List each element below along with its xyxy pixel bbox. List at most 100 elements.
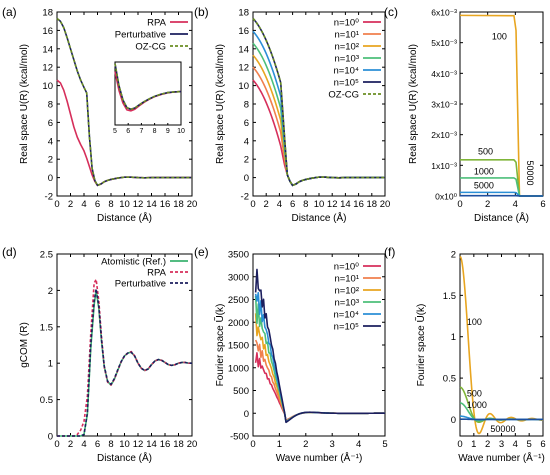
x-tick-label: 0 — [54, 199, 59, 210]
x-tick-label: 10 — [314, 199, 325, 210]
y-tick-label: 12 — [238, 63, 249, 74]
x-tick-label: 12 — [133, 199, 144, 210]
inset-x-tick-label: 9 — [166, 128, 170, 135]
panel-label-f: (f) — [384, 245, 395, 259]
series-line — [252, 42, 385, 187]
y-tick-label: 500 — [233, 386, 249, 397]
x-tick-label: 20 — [187, 439, 198, 450]
legend-label: n=10² — [334, 286, 359, 297]
x-tick-label: 1 — [471, 439, 476, 450]
inset-x-tick-label: 5 — [113, 128, 117, 135]
y-tick-label: -500 — [230, 432, 249, 443]
y-tick-label: 1 — [451, 332, 456, 343]
legend-label: Perturbative — [115, 30, 166, 41]
x-tick-label: 0 — [250, 439, 255, 450]
y-tick-label: -2 — [45, 192, 53, 203]
x-tick-label: 3 — [499, 439, 504, 450]
inset-x-tick-label: 6 — [126, 128, 130, 135]
series-line — [57, 278, 192, 437]
y-tick-label: 14 — [42, 44, 53, 55]
inset-frame — [114, 61, 182, 126]
y-tick-label: 10 — [42, 81, 53, 92]
x-tick-label: 8 — [108, 439, 113, 450]
x-tick-label: 5 — [527, 439, 532, 450]
x-tick-label: 14 — [146, 199, 157, 210]
y-tick-label: 6 — [244, 118, 249, 129]
x-tick-label: 20 — [187, 199, 198, 210]
annotation-50000: 50000 — [490, 424, 515, 434]
y-tick-label: 1 — [48, 359, 53, 370]
annotation-1000: 1000 — [467, 400, 487, 410]
y-tick-label: 1500 — [228, 341, 249, 352]
legend-label: Atomistic (Ref.) — [101, 257, 166, 268]
x-tick-label: 6 — [290, 199, 295, 210]
y-tick-label: 2 — [244, 155, 249, 166]
annotation-500: 500 — [478, 147, 493, 157]
x-tick-label: 8 — [303, 199, 308, 210]
y-axis-label: Fourier space Ũ(k) — [213, 304, 226, 387]
x-tick-label: 14 — [340, 199, 351, 210]
annotation-500: 500 — [467, 388, 482, 398]
panel-c: 0 2 4 6 Distance (Å) Real space U(R) (kcal/mo… — [408, 8, 546, 225]
y-tick-label: 6x10⁻³ — [431, 8, 457, 18]
x-tick-label: 16 — [353, 199, 364, 210]
x-tick-label: 12 — [133, 439, 144, 450]
y-tick-label: 8 — [48, 100, 53, 111]
legend-label: OZ-CG — [135, 42, 166, 53]
y-tick-label: 1.5 — [40, 322, 53, 333]
x-tick-label: 5 — [382, 439, 387, 450]
x-tick-label: 10 — [119, 439, 130, 450]
y-tick-label: 10 — [238, 81, 249, 92]
y-tick-label: 6 — [48, 118, 53, 129]
x-tick-label: 2 — [68, 199, 73, 210]
panel-label-d: (d) — [2, 245, 17, 259]
panel-b: 0 2 4 6 8 10 12 14 16 18 20-2024681012141618Distan… — [215, 8, 390, 225]
x-axis-label: Distance (Å) — [291, 211, 346, 224]
legend-label: n=10¹ — [334, 30, 359, 41]
legend-label: OZ-CG — [328, 90, 359, 101]
inset: 5 6 7 8 9 10 — [113, 61, 185, 135]
y-axis-label: Real space U(R) (kcal/mol) — [215, 44, 226, 164]
x-tick-label: 4 — [277, 199, 282, 210]
y-tick-label: 2500 — [228, 295, 249, 306]
x-tick-label: 18 — [367, 199, 378, 210]
y-axis-label: Real space U(R) (kcal/mol) — [408, 44, 419, 164]
y-tick-label: 5x10⁻³ — [431, 38, 457, 48]
y-axis-label: Real space U(R) (kcal/mol) — [19, 44, 30, 164]
x-tick-label: 0 — [457, 199, 462, 210]
y-tick-label: 8 — [244, 100, 249, 111]
legend-label: n=10⁰ — [334, 262, 359, 273]
y-tick-label: 0x10⁰ — [435, 192, 457, 202]
x-tick-label: 2 — [485, 199, 490, 210]
annotation-100: 100 — [492, 32, 507, 42]
y-tick-label: 12 — [42, 63, 53, 74]
y-tick-label: 4 — [244, 136, 249, 147]
y-tick-label: 0 — [48, 173, 53, 184]
plot-frame — [252, 253, 386, 437]
y-tick-label: 18 — [42, 8, 53, 19]
series-line — [252, 17, 385, 187]
x-tick-label: 2 — [68, 439, 73, 450]
y-tick-label: 16 — [42, 26, 53, 37]
x-tick-label: 6 — [540, 439, 545, 450]
x-tick-label: 4 — [513, 199, 518, 210]
x-tick-label: 16 — [160, 199, 171, 210]
panel-e: 0 1 2 3 4 5-5000500100015002000250030003500Wa… — [213, 250, 388, 465]
series-line — [254, 291, 385, 423]
x-axis-label: Distance (Å) — [474, 211, 529, 224]
panel-label-b: (b) — [194, 5, 209, 19]
legend-label: n=10³ — [334, 54, 359, 65]
x-tick-label: 4 — [513, 439, 518, 450]
y-tick-label: 0.5 — [40, 395, 53, 406]
inset-x-tick-label: 8 — [153, 128, 157, 135]
y-tick-label: 1000 — [228, 363, 249, 374]
x-tick-label: 2 — [303, 439, 308, 450]
y-tick-label: 3x10⁻³ — [431, 100, 457, 110]
x-tick-label: 6 — [95, 439, 100, 450]
x-axis-label: Wave number (Å⁻¹) — [458, 451, 545, 464]
inset-series-line — [114, 63, 182, 111]
panel-a: 0 2 4 6 8 10 12 14 16 18 20-2024681012141618Distan… — [19, 8, 197, 225]
x-tick-label: 6 — [95, 199, 100, 210]
legend-label: n=10² — [334, 42, 359, 53]
